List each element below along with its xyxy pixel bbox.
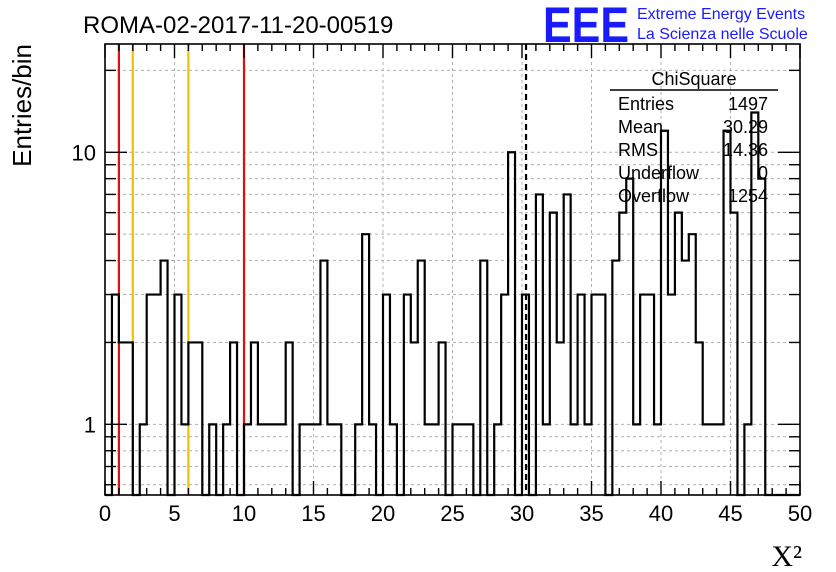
x-tick-label: 45 [718, 501, 742, 526]
eee-logo: EEE Extreme Energy Events La Scienza nel… [543, 0, 808, 53]
x-tick-label: 40 [649, 501, 673, 526]
logo-line-2: La Scienza nelle Scuole [637, 26, 808, 43]
stats-value-entries: 1497 [728, 94, 768, 114]
x-tick-label: 5 [168, 501, 180, 526]
stats-box-title: ChiSquare [651, 69, 736, 89]
logo-line-1: Extreme Energy Events [637, 6, 805, 23]
stats-value-underflow: 0 [758, 163, 768, 183]
stats-label-entries: Entries [618, 94, 674, 114]
grid-lines [105, 44, 800, 495]
chart-title: ROMA-02-2017-11-20-00519 [83, 12, 393, 39]
x-tick-label: 20 [371, 501, 395, 526]
x-tick-label: 10 [232, 501, 256, 526]
stats-value-rms: 14.36 [723, 140, 768, 160]
stats-value-mean: 30.29 [723, 117, 768, 137]
marker-lines [117, 44, 528, 495]
logo-mark: EEE [543, 0, 629, 53]
stats-label-overflow: Overflow [618, 186, 690, 206]
axis-ticks: 0 5 10 15 20 25 30 35 40 45 50 1 10 [72, 44, 812, 526]
x-tick-label: 0 [99, 501, 111, 526]
x-tick-label: 50 [788, 501, 812, 526]
stats-label-underflow: Underflow [618, 163, 700, 183]
x-tick-label: 30 [510, 501, 534, 526]
stats-box: ChiSquare Entries 1497 Mean 30.29 RMS 14… [610, 69, 778, 206]
x-tick-label: 15 [301, 501, 325, 526]
x-tick-label: 25 [440, 501, 464, 526]
x-axis-label: X² [771, 540, 802, 572]
y-tick-label: 1 [84, 412, 96, 437]
x-tick-label: 35 [579, 501, 603, 526]
stats-value-overflow: 1254 [728, 186, 768, 206]
y-axis-label: Entries/bin [7, 44, 37, 167]
stats-label-rms: RMS [618, 140, 658, 160]
stats-label-mean: Mean [618, 117, 663, 137]
y-tick-label: 10 [72, 140, 96, 165]
